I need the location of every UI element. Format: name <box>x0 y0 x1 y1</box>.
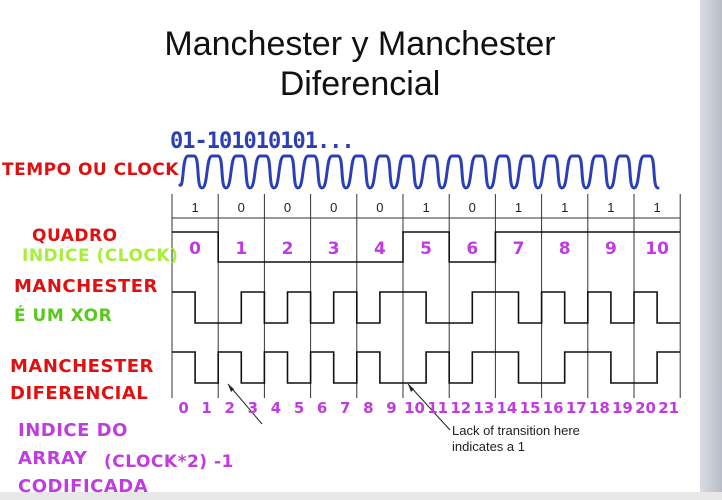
handwritten-clock-wave <box>178 154 660 190</box>
window-edge <box>700 0 722 500</box>
bit-value: 1 <box>191 200 198 215</box>
waveforms <box>172 231 681 384</box>
array-index: 9 <box>386 399 396 417</box>
array-index: 18 <box>589 399 610 417</box>
array-index: 21 <box>658 399 679 417</box>
label-quadro: QUADRO <box>32 226 118 246</box>
bit-value: 0 <box>284 200 291 215</box>
label-codificada: CODIFICADA <box>18 476 149 497</box>
bit-value: 1 <box>422 200 429 215</box>
label-indice-clock: INDICE (CLOCK) <box>22 246 179 266</box>
title-line-1: Manchester y Manchester <box>164 25 556 63</box>
label-xor: É UM XOR <box>14 306 113 326</box>
note-line-1: Lack of transition here <box>452 423 580 438</box>
manchester-waveform <box>172 291 681 324</box>
array-index: 10 <box>404 399 425 417</box>
bit-value: 1 <box>561 200 568 215</box>
title-line-2: Diferencial <box>279 65 441 103</box>
array-index: 16 <box>543 399 564 417</box>
frame-index: 10 <box>645 239 669 259</box>
array-index: 17 <box>566 399 587 417</box>
bit-value: 1 <box>607 200 614 215</box>
arrowhead <box>228 384 234 392</box>
array-index: 19 <box>612 399 633 417</box>
bit-value: 0 <box>376 200 383 215</box>
array-index: 5 <box>294 399 304 417</box>
frame-index: 9 <box>605 239 617 259</box>
label-indice-array-1: INDICE DO <box>18 420 128 441</box>
bit-value: 1 <box>515 200 522 215</box>
transition-note: Lack of transition here indicates a 1 <box>452 423 622 455</box>
frame-index: 2 <box>282 239 294 259</box>
array-index: 12 <box>450 399 471 417</box>
array-index: 14 <box>497 399 518 417</box>
array-index: 7 <box>340 399 350 417</box>
bit-value: 0 <box>238 200 245 215</box>
array-index: 13 <box>473 399 494 417</box>
manchester-diagram: 01-101010101... 1 0 0 0 0 1 0 1 1 1 10 1 2 3 4 5 6 7 8 9 100… <box>170 129 681 431</box>
array-index: 20 <box>635 399 656 417</box>
array-index: 6 <box>317 399 327 417</box>
label-manchester-dif-1: MANCHESTER <box>10 356 154 377</box>
pointer-arrow <box>407 383 451 431</box>
array-index: 11 <box>427 399 448 417</box>
frame-index: 3 <box>328 239 340 259</box>
label-manchester-dif-2: DIFERENCIAL <box>10 383 149 404</box>
handwritten-bits: 01-101010101... <box>170 129 354 154</box>
array-index: 1 <box>201 399 211 417</box>
frame-index: 6 <box>466 239 478 259</box>
array-index: 4 <box>271 399 281 417</box>
label-indice-array-2: ARRAY <box>18 448 88 469</box>
arrowhead <box>408 384 414 392</box>
frame-index: 8 <box>559 239 571 259</box>
array-index: 3 <box>248 399 258 417</box>
frame-index: 7 <box>513 239 525 259</box>
label-manchester: MANCHESTER <box>14 276 158 297</box>
bottom-edge <box>0 492 722 500</box>
label-clock-formula: (CLOCK*2) -1 <box>104 452 234 472</box>
frame-index: 0 <box>189 239 201 259</box>
array-index: 0 <box>178 399 188 417</box>
diff-manchester-waveform <box>172 351 681 384</box>
array-index: 15 <box>520 399 541 417</box>
label-tempo: TEMPO OU CLOCK <box>2 160 179 180</box>
frame-index: 1 <box>235 239 247 259</box>
array-index: 8 <box>363 399 373 417</box>
nrz-waveform <box>172 231 681 263</box>
slide-title: Manchester y Manchester Diferencial <box>90 24 630 104</box>
bit-value: 1 <box>653 200 660 215</box>
note-line-2: indicates a 1 <box>452 439 525 454</box>
frame-index: 5 <box>420 239 432 259</box>
diagram-texts: 1 0 0 0 0 1 0 1 1 1 10 1 2 3 4 5 6 7 8 9 100 1 2 3 4 5 6 7 8 9 10 11 12 1… <box>178 200 679 417</box>
frame-index: 4 <box>374 239 386 259</box>
pointer-arrow <box>227 383 263 425</box>
array-index: 2 <box>225 399 235 417</box>
handwritten-annotations: 01-101010101... <box>170 129 660 190</box>
bit-value: 0 <box>469 200 476 215</box>
bit-value: 0 <box>330 200 337 215</box>
